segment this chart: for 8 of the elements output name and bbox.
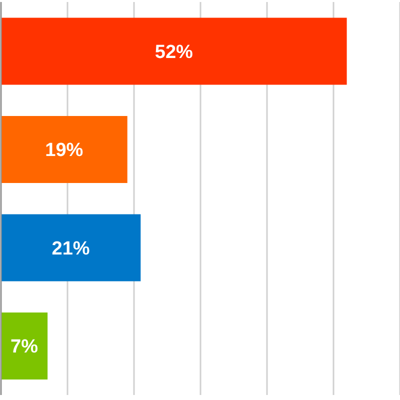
bar — [1, 214, 141, 282]
data-label: 7% — [10, 336, 38, 358]
bar — [1, 312, 48, 380]
bar — [1, 18, 347, 85]
bar — [1, 116, 128, 183]
data-label: 52% — [154, 42, 194, 63]
data-label: 19% — [45, 140, 84, 162]
data-label: 21% — [52, 238, 90, 260]
